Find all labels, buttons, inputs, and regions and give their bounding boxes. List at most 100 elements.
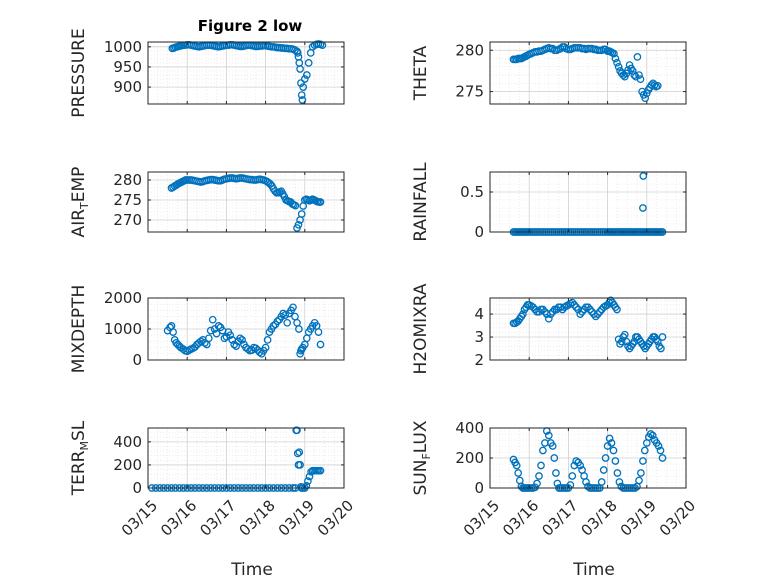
data-point [609, 446, 618, 455]
data-point [261, 343, 270, 352]
data-point [273, 317, 282, 326]
data-point [300, 75, 309, 83]
data-point [263, 336, 272, 344]
data-point [611, 54, 620, 63]
x-tick-label: 03/15 [118, 496, 161, 539]
data-point [316, 340, 325, 349]
data-point [648, 431, 657, 440]
data-point [297, 91, 306, 99]
data-point [639, 172, 648, 180]
data-point [167, 322, 176, 330]
data-point [614, 62, 623, 71]
y-tick-label: 3 [474, 328, 484, 346]
data-point [531, 483, 539, 492]
data-point [291, 201, 300, 210]
data-point [304, 477, 312, 485]
data-point [514, 469, 523, 477]
data-point [529, 303, 537, 312]
data-point [295, 325, 303, 333]
data-point [586, 305, 594, 314]
data-point [636, 75, 645, 84]
data-point [552, 469, 560, 477]
data-point [617, 337, 626, 346]
y-tick-label: 2 [474, 351, 484, 369]
data-point [613, 305, 621, 314]
data-point [308, 42, 317, 51]
data-point [653, 81, 662, 90]
subplot-sun-flux: 0 200 400 SUNFLUX 03/1503/1603/1703/1803/190… [411, 419, 699, 540]
data-point [316, 198, 325, 206]
y-axis-title: MIXDEPTH [69, 285, 89, 374]
data-point [582, 478, 590, 486]
data-point [537, 461, 545, 470]
y-axis-title: TERRMSL [69, 420, 91, 496]
data-point [639, 457, 647, 465]
data-point [197, 337, 205, 346]
y-tick-label: 280 [113, 171, 142, 189]
data-point [314, 328, 323, 336]
x-tick-label: 03/16 [157, 496, 200, 539]
data-point [519, 310, 527, 318]
data-point [593, 310, 602, 318]
data-point [601, 454, 610, 462]
data-point [222, 332, 231, 341]
data-point [169, 328, 177, 336]
y-tick-label: 0.5 [460, 183, 484, 201]
axes-box [147, 171, 345, 233]
x-tick-label: 03/18 [235, 496, 278, 539]
data-point [656, 446, 665, 455]
y-tick-label: 275 [455, 83, 484, 101]
data-point [633, 53, 642, 61]
data-point [654, 442, 663, 450]
x-tick-label: 03/18 [577, 496, 620, 539]
data-point [611, 457, 620, 465]
y-tick-label: 0 [474, 479, 484, 497]
data-point [299, 83, 308, 91]
data-point [576, 461, 585, 470]
data-point [294, 220, 303, 229]
data-point [296, 461, 304, 469]
data-point [635, 476, 643, 485]
data-point [550, 454, 559, 462]
data-point [296, 65, 304, 73]
data-point [570, 301, 579, 309]
y-axis-title: RAINFALL [411, 162, 431, 242]
y-tick-label: 280 [455, 41, 484, 59]
data-point [610, 49, 618, 58]
x-tick-label: 03/16 [499, 496, 542, 539]
data-point [302, 71, 311, 79]
data-point [572, 303, 581, 312]
data-point [251, 344, 260, 353]
y-tick-label: 275 [113, 191, 142, 209]
data-point [605, 434, 614, 443]
data-point [546, 310, 555, 318]
data-point [650, 81, 659, 89]
data-point [296, 349, 304, 358]
data-point [297, 210, 306, 218]
data-point [595, 307, 604, 316]
x-tick-label: 03/17 [196, 496, 239, 539]
axes-box [147, 41, 345, 105]
data-point [305, 472, 314, 481]
data-point [615, 478, 624, 486]
data-point [544, 431, 553, 440]
subplot-h2omixra: 2 3 4 H2OMIXRA [411, 283, 687, 375]
axes-box [489, 171, 687, 233]
data-point [304, 59, 313, 67]
data-point [269, 322, 278, 330]
data-point [613, 58, 621, 67]
data-point [646, 430, 655, 438]
x-tick-label: 03/19 [275, 496, 318, 539]
data-point [620, 330, 629, 339]
x-axis-title-right: Time [572, 560, 615, 580]
y-axis-title: SUNFLUX [411, 420, 433, 495]
data-point [200, 339, 209, 347]
y-tick-label: 0 [474, 223, 484, 241]
data-point [613, 469, 622, 477]
subplot-rainfall: 0 0.5 RAINFALL [411, 162, 687, 242]
data-point [539, 446, 547, 455]
data-point [293, 449, 302, 458]
data-point [548, 307, 557, 316]
axes-box [147, 427, 345, 489]
data-point [238, 336, 246, 344]
